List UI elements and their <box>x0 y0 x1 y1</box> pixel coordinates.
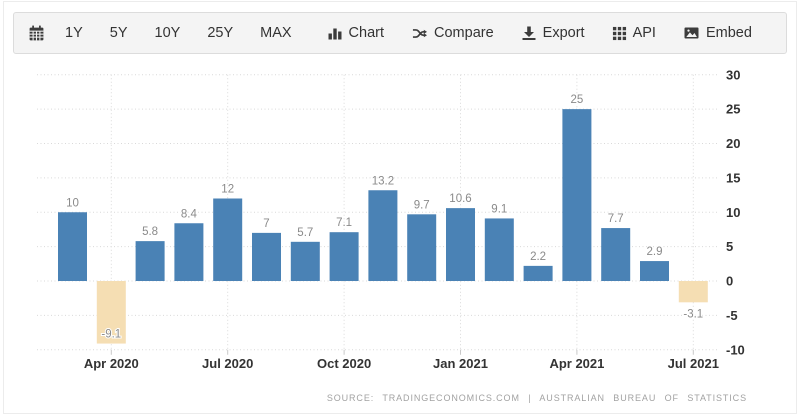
bar-value-label: 5.7 <box>297 227 313 239</box>
bar[interactable] <box>523 265 553 281</box>
x-tick-label: Jul 2020 <box>202 356 253 371</box>
api-button[interactable]: API <box>612 26 656 41</box>
y-tick-label: 25 <box>726 102 740 117</box>
shuffle-icon <box>412 28 428 38</box>
bar-value-label: 7.7 <box>608 213 624 225</box>
bar[interactable] <box>446 208 475 281</box>
chart-type-label: Chart <box>348 24 385 41</box>
embed-label: Embed <box>705 24 752 41</box>
bar[interactable] <box>213 198 243 282</box>
bar[interactable] <box>601 228 631 281</box>
image-icon <box>684 27 699 39</box>
bar[interactable] <box>290 241 320 281</box>
bar-chart-icon <box>328 28 342 40</box>
range-5y-button[interactable]: 5Y <box>110 26 128 41</box>
source-attribution: SOURCE: TRADINGECONOMICS.COM | AUSTRALIA… <box>326 393 747 403</box>
x-tick-label: Jan 2021 <box>433 356 488 371</box>
range-25y-label: 25Y <box>207 24 234 41</box>
bar-value-label: 12 <box>221 184 234 196</box>
chart-canvas[interactable]: 30 25 20 15 10 5 0 -5 -10 Apr 2020 Jul 2020 Oct 202… <box>4 59 796 411</box>
embed-button[interactable]: Embed <box>683 25 752 41</box>
chart-type-button[interactable]: Chart <box>327 25 384 41</box>
range-max-button[interactable]: MAX <box>260 26 291 41</box>
range-1y-button[interactable]: 1Y <box>65 26 83 41</box>
chart-panel: 1Y 5Y 10Y 25Y MAX Chart <box>3 1 797 414</box>
bar-value-label: 8.4 <box>181 208 198 220</box>
bar[interactable] <box>135 241 165 281</box>
bar[interactable] <box>484 218 514 281</box>
chart-area: 30 25 20 15 10 5 0 -5 -10 Apr 2020 Jul 2020 Oct 202… <box>4 59 796 411</box>
y-tick-label: -5 <box>726 308 738 323</box>
y-tick-label: 5 <box>726 239 733 254</box>
bar[interactable] <box>252 232 281 281</box>
compare-label: Compare <box>434 24 494 41</box>
y-tick-label: 15 <box>726 170 740 185</box>
bar-value-label: 10 <box>66 197 79 209</box>
bar[interactable] <box>174 223 204 281</box>
grid-icon <box>612 26 626 40</box>
y-tick-label: 20 <box>726 136 740 151</box>
bar-value-label: 9.1 <box>491 203 507 215</box>
bar-value-label: 13.2 <box>372 175 394 187</box>
bar[interactable] <box>58 212 87 281</box>
calendar-icon <box>29 25 44 40</box>
bar-value-label: -3.1 <box>683 308 703 320</box>
bar-value-label: 2.2 <box>530 251 546 263</box>
bar[interactable] <box>329 232 359 281</box>
calendar-button[interactable] <box>28 25 45 42</box>
bar-value-label: 5.8 <box>142 226 158 238</box>
bar-value-label: 7.1 <box>336 217 352 229</box>
bar[interactable] <box>678 281 708 303</box>
download-icon <box>522 26 536 40</box>
compare-button[interactable]: Compare <box>411 26 494 41</box>
range-max-label: MAX <box>260 24 292 41</box>
export-button[interactable]: Export <box>521 25 585 41</box>
bar[interactable] <box>407 214 437 281</box>
api-label: API <box>632 24 656 41</box>
range-5y-label: 5Y <box>109 24 128 41</box>
bar[interactable] <box>640 261 669 281</box>
bar-value-label: -9.1 <box>101 329 121 341</box>
range-1y-label: 1Y <box>65 24 83 41</box>
range-10y-label: 10Y <box>154 24 181 41</box>
bar[interactable] <box>96 281 126 344</box>
x-tick-label: Jul 2021 <box>668 356 719 371</box>
range-10y-button[interactable]: 10Y <box>155 26 181 41</box>
x-tick-label: Oct 2020 <box>317 356 371 371</box>
bar-value-label: 10.6 <box>449 193 471 205</box>
x-tick-label: Apr 2021 <box>549 356 604 371</box>
bar[interactable] <box>562 109 592 281</box>
bar-value-label: 2.9 <box>647 246 663 258</box>
x-tick-label: Apr 2020 <box>84 356 139 371</box>
bar-value-label: 9.7 <box>414 199 430 211</box>
y-tick-label: 0 <box>726 274 733 289</box>
export-label: Export <box>542 24 585 41</box>
bar-value-label: 25 <box>571 94 584 106</box>
bar[interactable] <box>368 190 398 281</box>
y-tick-label: -10 <box>726 342 745 357</box>
range-25y-button[interactable]: 25Y <box>207 26 233 41</box>
bar-value-label: 7 <box>263 218 269 230</box>
chart-toolbar: 1Y 5Y 10Y 25Y MAX Chart <box>13 12 787 54</box>
y-tick-label: 10 <box>726 205 740 220</box>
y-tick-label: 30 <box>726 67 740 82</box>
